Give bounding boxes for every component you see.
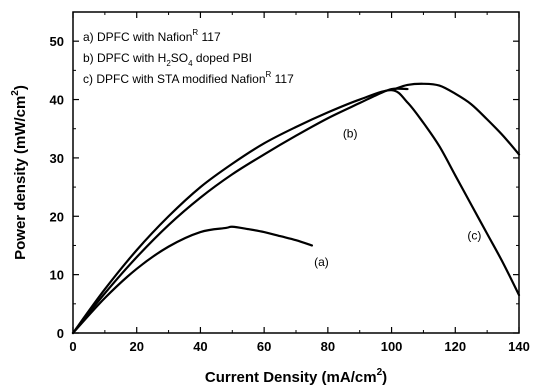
y-axis-title-sup: 2 (10, 90, 21, 96)
legend-subscript: 4 (188, 59, 193, 68)
series-line-b (71, 87, 409, 335)
series-line-c (71, 89, 521, 335)
x-tick-label: 60 (257, 339, 271, 354)
legend-entry: c) DPFC with STA modified NafionR 117 (83, 70, 294, 86)
curve-label-a: (a) (314, 255, 329, 269)
x-tick-label: 20 (129, 339, 143, 354)
legend-text-part: SO (171, 51, 188, 65)
legend-text-part: c) DPFC with STA modified Nafion (83, 72, 266, 86)
x-axis-title-main: Current Density (mA/cm (205, 369, 377, 386)
y-tick-label: 20 (50, 209, 64, 224)
x-tick-label: 40 (193, 339, 207, 354)
legend-subscript: 2 (166, 59, 171, 68)
y-tick-label: 0 (57, 326, 64, 341)
curve-label-b: (b) (343, 126, 358, 140)
series-line-a (71, 225, 314, 335)
x-tick-label: 120 (444, 339, 466, 354)
axis-titles: Current Density (mA/cm2)Power density (m… (10, 85, 387, 386)
y-axis-title: Power density (mW/cm2) (10, 85, 29, 260)
x-tick-label: 0 (69, 339, 76, 354)
y-tick-label: 40 (50, 93, 64, 108)
legend-text-part: doped PBI (193, 51, 252, 65)
x-tick-label: 100 (381, 339, 403, 354)
x-tick-label: 80 (321, 339, 335, 354)
x-axis-title: Current Density (mA/cm2) (205, 367, 387, 386)
legend-entry: b) DPFC with H2SO4 doped PBI (83, 51, 252, 68)
y-tick-label: 50 (50, 34, 64, 49)
legend-entry: a) DPFC with NafionR 117 (83, 28, 221, 44)
legend-superscript: R (266, 70, 272, 79)
x-axis-title-tail: ) (382, 369, 387, 386)
legend-text-part: a) DPFC with Nafion (83, 30, 192, 44)
y-axis-title-main: Power density (mW/cm (12, 96, 29, 260)
y-tick-label: 10 (50, 268, 64, 283)
legend-text-part: 117 (198, 30, 221, 44)
curve-labels: (a) (b) (c) (314, 126, 481, 268)
y-axis-title-tail: ) (12, 85, 29, 90)
curve-label-c: (c) (467, 229, 481, 243)
x-axis-title-sup: 2 (377, 367, 383, 378)
legend-text-part: b) DPFC with H (83, 51, 166, 65)
x-tick-label: 140 (508, 339, 530, 354)
legend-superscript: R (192, 28, 198, 37)
axis-ticks: 0 20 40 60 80 100 120 140 0 10 20 30 40 50 (50, 12, 530, 354)
series-layer (71, 82, 521, 335)
y-tick-label: 30 (50, 151, 64, 166)
series-line-extra-3 (393, 82, 521, 156)
legend-text-part: 117 (271, 72, 294, 86)
